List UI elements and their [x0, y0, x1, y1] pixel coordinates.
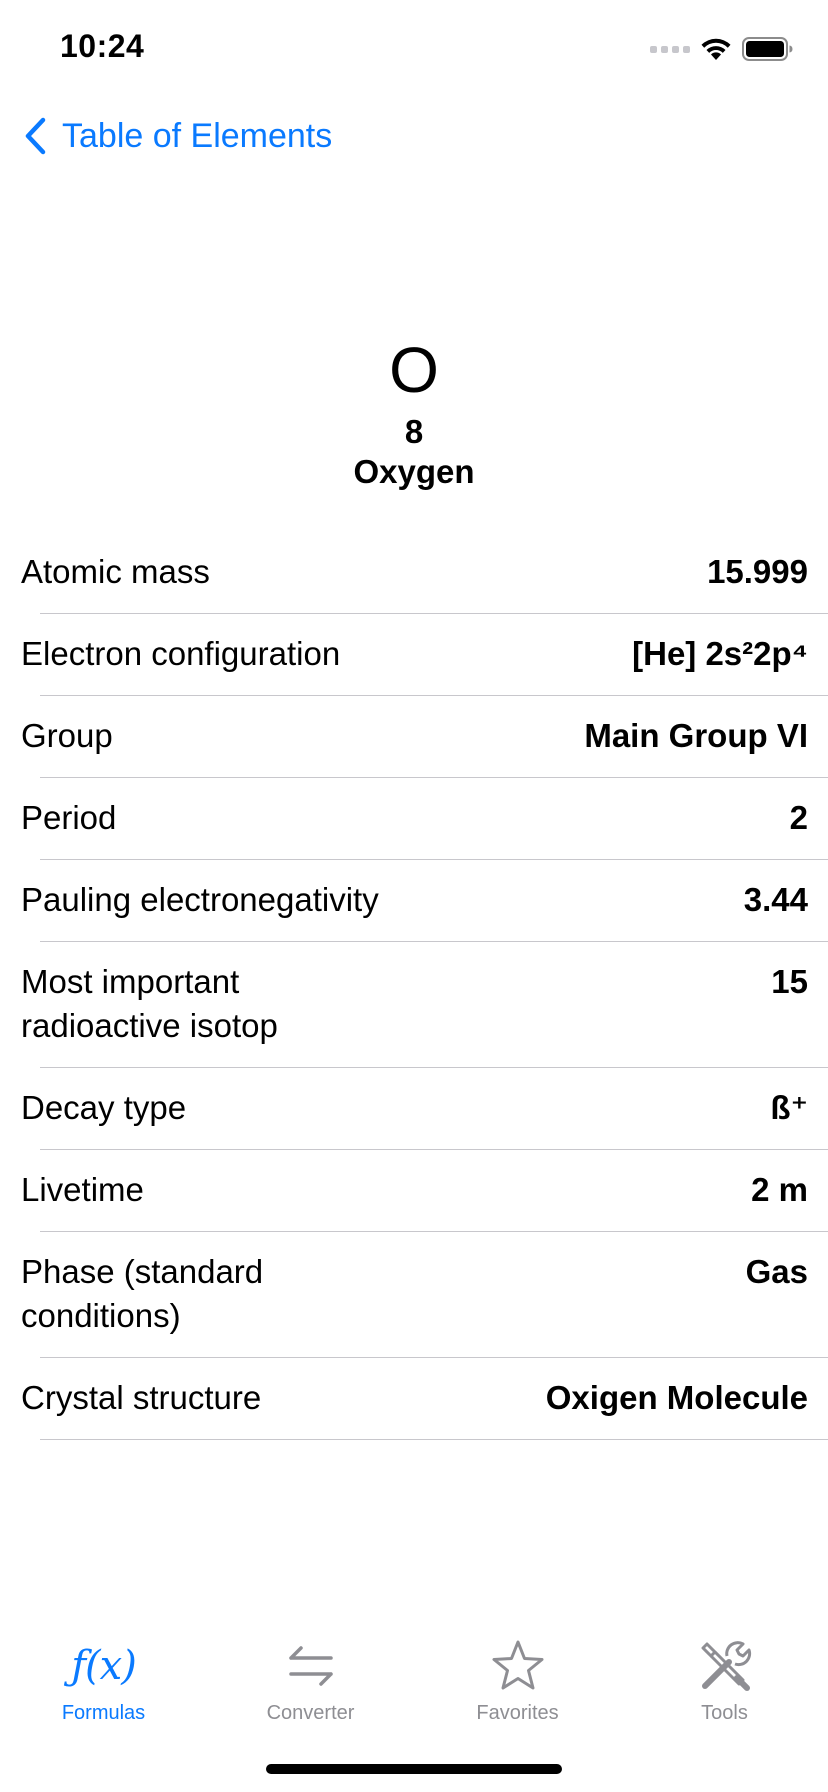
star-icon: [488, 1636, 548, 1696]
arrows-swap-icon: [281, 1636, 341, 1696]
property-label: Crystal structure: [21, 1379, 262, 1416]
property-label: Decay type: [21, 1089, 187, 1126]
property-label: Most important radioactive isotop: [21, 963, 278, 1044]
tab-label: Favorites: [476, 1702, 559, 1724]
tools-icon: [695, 1636, 755, 1696]
property-value: 15: [771, 963, 808, 1000]
property-value: 2: [789, 799, 808, 836]
property-row-decay-type: Decay type ß⁺: [0, 1068, 828, 1150]
tab-formulas[interactable]: ƒ(x) Formulas: [0, 1620, 207, 1730]
property-value: 15.999: [707, 553, 808, 590]
atomic-number: 8: [404, 413, 424, 450]
cellular-signal-icon: [650, 45, 690, 53]
property-row-livetime: Livetime 2 m: [0, 1150, 828, 1232]
property-label: Period: [21, 799, 117, 836]
tab-label: Formulas: [61, 1702, 146, 1724]
status-icons: [650, 34, 794, 64]
property-label: Phase (standard conditions): [21, 1253, 264, 1334]
property-row-electron-configuration: Electron configuration [He] 2s²2p⁴: [0, 614, 828, 696]
property-row-atomic-mass: Atomic mass 15.999: [0, 532, 828, 614]
property-label: Electron configuration: [21, 635, 341, 672]
chevron-left-icon: [25, 117, 46, 155]
property-value: 3.44: [743, 881, 808, 918]
tab-tools[interactable]: Tools: [621, 1620, 828, 1730]
property-value: Main Group VI: [584, 717, 808, 754]
property-row-phase: Phase (standard conditions) Gas: [0, 1232, 828, 1358]
property-label: Livetime: [21, 1171, 144, 1208]
property-list: Atomic mass 15.999 Electron configuratio…: [0, 532, 828, 1440]
status-bar: 10:24: [0, 0, 828, 100]
property-row-group: Group Main Group VI: [0, 696, 828, 778]
back-button[interactable]: Table of Elements: [22, 116, 332, 156]
tab-label: Tools: [701, 1702, 748, 1724]
function-fx-icon: ƒ(x): [71, 1643, 137, 1689]
property-value: Oxigen Molecule: [545, 1379, 808, 1416]
status-time: 10:24: [60, 28, 145, 64]
element-symbol: O: [389, 334, 439, 406]
property-value: 2 m: [751, 1171, 808, 1208]
property-label: Pauling electronegativity: [21, 881, 379, 918]
property-value: ß⁺: [770, 1089, 808, 1126]
element-name: Oxygen: [353, 453, 475, 490]
tab-bar: ƒ(x) Formulas Converter Favorites: [0, 1620, 828, 1730]
wifi-icon: [701, 38, 731, 60]
property-label: Atomic mass: [21, 553, 210, 590]
property-row-crystal-structure: Crystal structure Oxigen Molecule: [0, 1358, 828, 1440]
navigation-bar: Table of Elements: [0, 108, 828, 174]
property-row-radioactive-isotope: Most important radioactive isotop 15: [0, 942, 828, 1068]
back-button-label: Table of Elements: [62, 116, 333, 155]
tab-converter[interactable]: Converter: [207, 1620, 414, 1730]
property-value: [He] 2s²2p⁴: [632, 635, 808, 672]
tab-favorites[interactable]: Favorites: [414, 1620, 621, 1730]
tab-label: Converter: [266, 1702, 355, 1724]
property-label: Group: [21, 717, 113, 754]
element-header: O 8 Oxygen: [0, 330, 828, 492]
property-value: Gas: [745, 1253, 808, 1290]
property-row-period: Period 2: [0, 778, 828, 860]
home-indicator: [266, 1764, 562, 1774]
battery-icon: [742, 37, 793, 61]
property-row-electronegativity: Pauling electronegativity 3.44: [0, 860, 828, 942]
